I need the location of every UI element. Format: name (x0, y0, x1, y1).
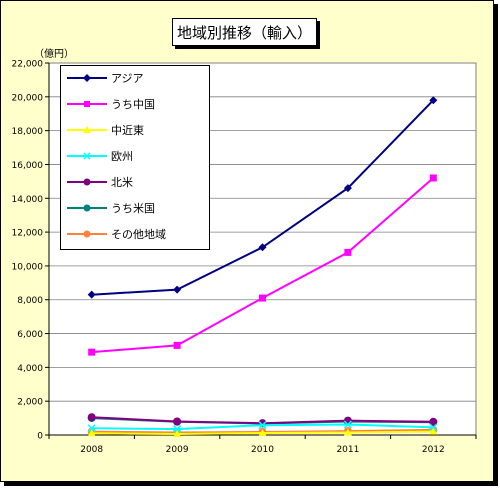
legend-item-north-america: 北米 (61, 173, 207, 191)
legend-label-usa: うち米国 (111, 202, 155, 215)
y-tick-label: 22,000 (12, 60, 44, 70)
data-point (173, 429, 182, 437)
legend-label-china: うち中国 (111, 98, 155, 111)
data-point (173, 417, 182, 426)
y-axis-unit-label: （億円） (34, 49, 74, 60)
legend-item-china: うち中国 (61, 95, 207, 113)
legend-label-europe: 欧州 (111, 150, 133, 163)
data-point (258, 428, 267, 436)
data-point (429, 96, 438, 105)
series-中近東 (87, 427, 438, 437)
y-tick-label: 16,000 (12, 161, 44, 171)
data-point (87, 413, 96, 422)
data-point (429, 427, 438, 435)
y-tick-label: 0 (37, 432, 43, 442)
legend-swatch-china (67, 101, 107, 107)
data-point (88, 348, 96, 356)
data-point (87, 424, 96, 433)
legend-item-usa: うち米国 (61, 199, 207, 217)
data-point (429, 174, 437, 182)
axes: 0 2,000 4,000 6,000 8,000 10,000 12,000 14,000 1… (12, 60, 477, 455)
data-point (258, 421, 267, 430)
data-point (429, 423, 438, 432)
data-point (87, 290, 96, 299)
data-point (344, 248, 352, 256)
data-point (87, 429, 96, 437)
series-アジア (87, 96, 438, 299)
x-tick-label: 2008 (80, 445, 103, 455)
y-tick-label: 6,000 (17, 330, 43, 340)
legend-label-other: その他地域 (111, 228, 166, 241)
legend-item-middle-east: 中近東 (61, 121, 207, 139)
data-point (259, 294, 266, 302)
legend-swatch-other (67, 230, 107, 238)
legend-swatch-usa (67, 204, 107, 212)
data-point (173, 425, 182, 434)
data-point (173, 341, 181, 349)
y-tick-label: 12,000 (12, 229, 44, 239)
y-tick-label: 18,000 (12, 127, 44, 137)
data-point (173, 285, 182, 294)
legend-swatch-asia (67, 74, 107, 82)
x-tick-label: 2012 (422, 445, 445, 455)
legend-swatch-middle-east (67, 126, 107, 133)
series-うち中国 (88, 174, 437, 356)
chart-title: 地域別推移（輸入） (172, 18, 317, 46)
legend-label-middle-east: 中近東 (111, 124, 144, 137)
y-tick-label: 8,000 (17, 296, 43, 306)
y-tick-label: 4,000 (17, 364, 43, 374)
legend: アジア うち中国 中近東 欧州 北米 うち米国 その他地域 (60, 65, 210, 250)
legend-swatch-europe (67, 152, 107, 160)
x-tick-label: 2010 (251, 445, 274, 455)
data-point (429, 417, 438, 426)
x-tick-label: 2011 (336, 445, 359, 455)
data-point (343, 420, 352, 429)
legend-label-north-america: 北米 (111, 176, 133, 189)
legend-item-other: その他地域 (61, 225, 207, 243)
series-欧州 (87, 420, 438, 434)
series-layer (87, 96, 438, 437)
x-tick-label: 2009 (166, 445, 189, 455)
y-tick-label: 14,000 (12, 195, 44, 205)
data-point (343, 428, 352, 436)
legend-label-asia: アジア (111, 72, 144, 85)
y-tick-label: 20,000 (12, 93, 44, 103)
data-point (343, 184, 352, 193)
y-tick-label: 10,000 (12, 262, 44, 272)
legend-swatch-north-america (67, 178, 107, 186)
y-tick-label: 2,000 (17, 398, 43, 408)
legend-item-europe: 欧州 (61, 147, 207, 165)
legend-item-asia: アジア (61, 69, 207, 87)
data-point (343, 416, 352, 425)
data-point (258, 243, 267, 252)
